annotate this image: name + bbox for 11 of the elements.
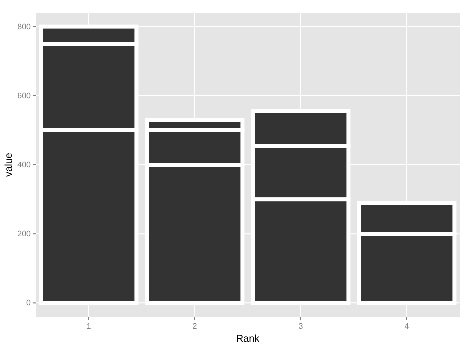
x-tick-label: 2 [192,322,198,331]
y-tick-label: 400 [18,160,32,170]
y-tick-label: 800 [18,22,32,32]
y-tick-label: 0 [26,298,32,308]
y-tick-label: 600 [18,91,32,100]
x-axis-title: Rank [236,334,261,345]
y-axis-title: value [4,152,15,177]
x-tick-label: 1 [86,322,92,331]
x-tick-label: 4 [404,322,410,331]
y-tick-label: 200 [18,230,32,239]
x-tick-label: 3 [298,322,304,331]
